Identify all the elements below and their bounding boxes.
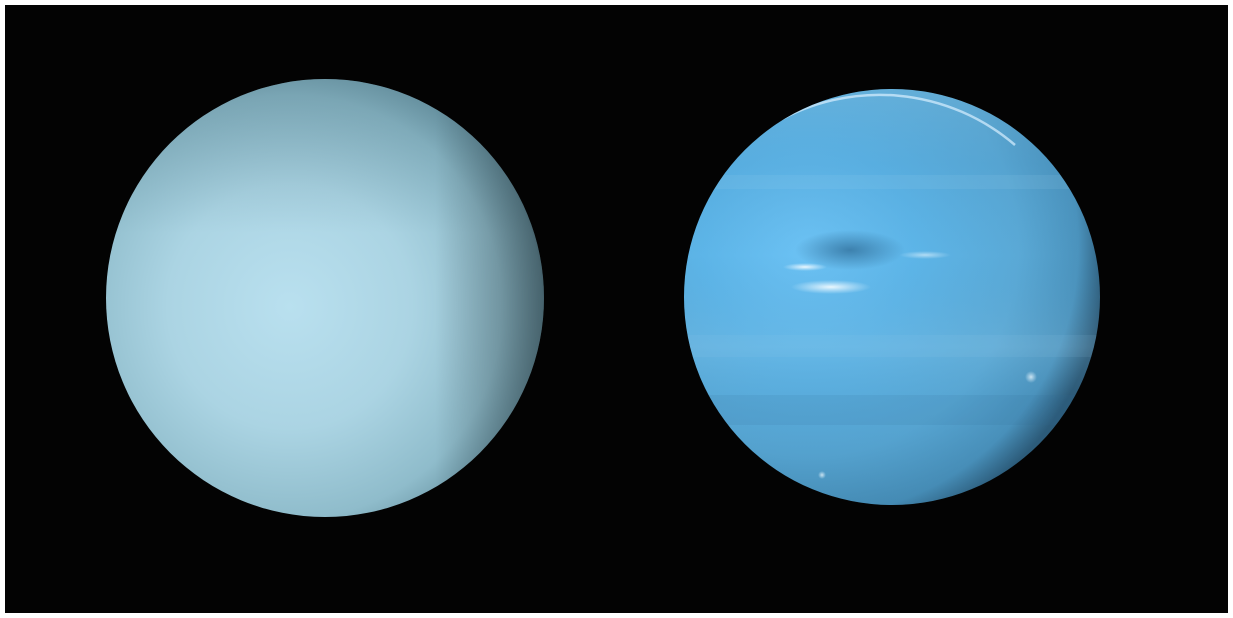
right-planet xyxy=(684,89,1100,505)
space-background xyxy=(5,5,1228,613)
planets-photo xyxy=(106,79,1100,517)
left-planet xyxy=(106,79,544,517)
